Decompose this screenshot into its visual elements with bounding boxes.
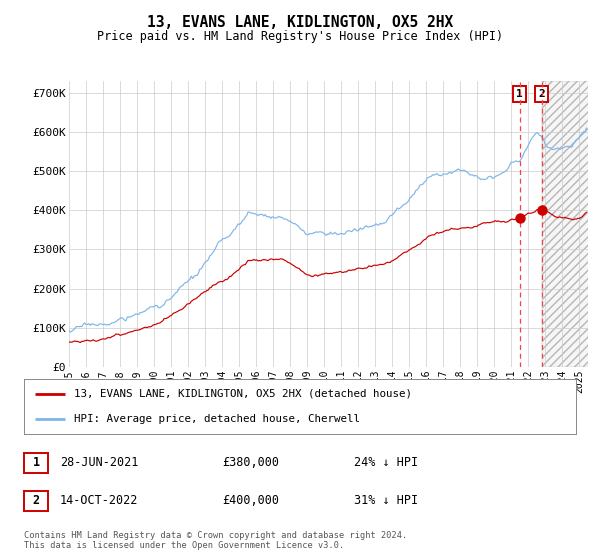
Text: £380,000: £380,000 xyxy=(222,456,279,469)
Text: 2: 2 xyxy=(32,494,40,507)
Text: Contains HM Land Registry data © Crown copyright and database right 2024.
This d: Contains HM Land Registry data © Crown c… xyxy=(24,530,407,550)
Text: 31% ↓ HPI: 31% ↓ HPI xyxy=(354,494,418,507)
Text: 1: 1 xyxy=(32,456,40,469)
Text: 24% ↓ HPI: 24% ↓ HPI xyxy=(354,456,418,469)
Text: 1: 1 xyxy=(517,89,523,99)
Text: 14-OCT-2022: 14-OCT-2022 xyxy=(60,494,139,507)
Bar xyxy=(542,81,600,367)
Text: 13, EVANS LANE, KIDLINGTON, OX5 2HX (detached house): 13, EVANS LANE, KIDLINGTON, OX5 2HX (det… xyxy=(74,389,412,399)
Text: HPI: Average price, detached house, Cherwell: HPI: Average price, detached house, Cher… xyxy=(74,414,359,424)
Text: 13, EVANS LANE, KIDLINGTON, OX5 2HX: 13, EVANS LANE, KIDLINGTON, OX5 2HX xyxy=(147,15,453,30)
Text: £400,000: £400,000 xyxy=(222,494,279,507)
Text: Price paid vs. HM Land Registry's House Price Index (HPI): Price paid vs. HM Land Registry's House … xyxy=(97,30,503,43)
Text: 2: 2 xyxy=(539,89,545,99)
Text: 28-JUN-2021: 28-JUN-2021 xyxy=(60,456,139,469)
Bar xyxy=(542,81,600,367)
